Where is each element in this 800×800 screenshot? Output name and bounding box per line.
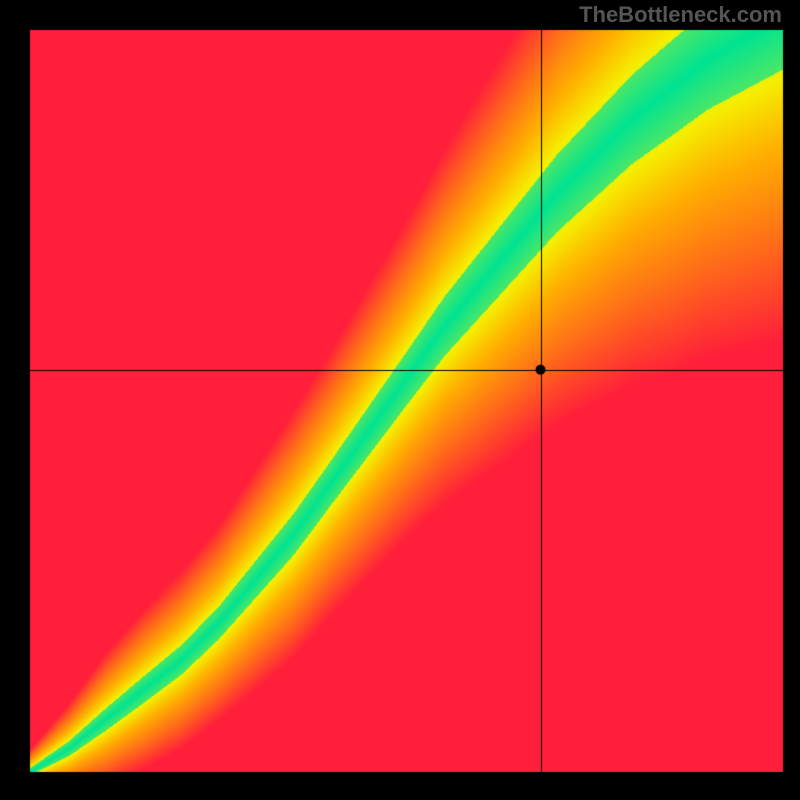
- heatmap-canvas: [0, 0, 800, 800]
- watermark-text: TheBottleneck.com: [579, 2, 782, 28]
- chart-container: TheBottleneck.com: [0, 0, 800, 800]
